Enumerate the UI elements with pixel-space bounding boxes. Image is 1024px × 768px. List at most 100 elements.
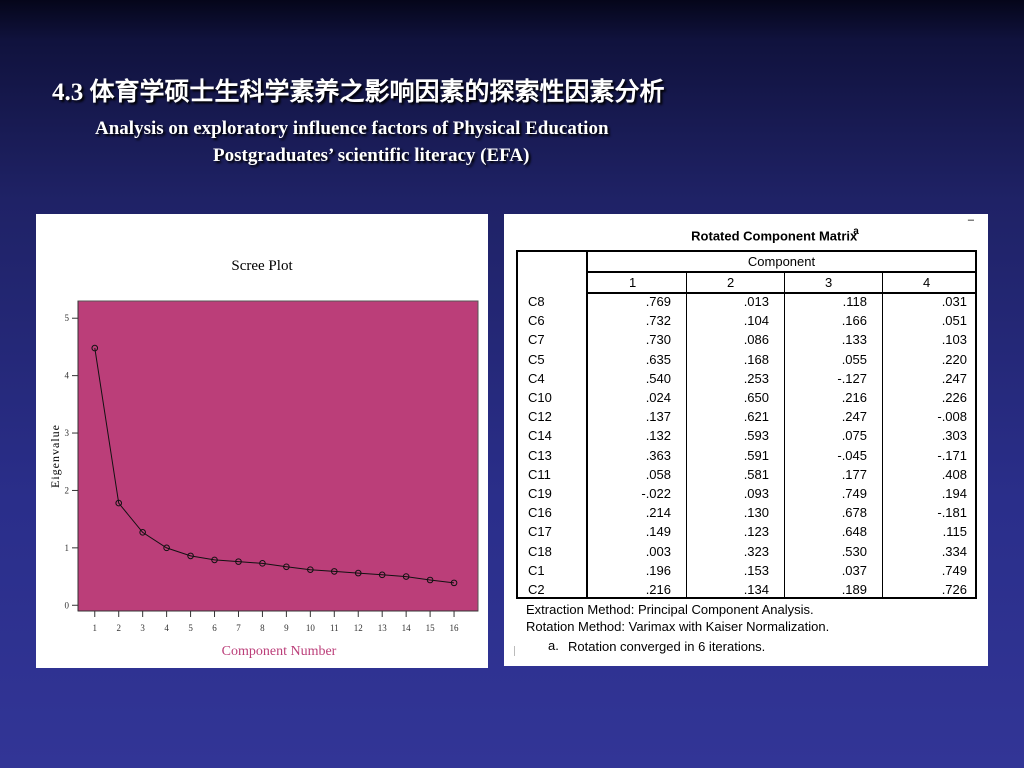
table-row: C10 .024 .650 .216 .226 [518, 388, 975, 407]
component-number-4: 4 [923, 275, 931, 290]
row-label: C11 [528, 466, 551, 482]
loading-cell: .749 [941, 562, 967, 578]
panel-edge-mark [514, 646, 515, 656]
row-label: C7 [528, 332, 545, 348]
loading-cell: .540 [645, 370, 671, 386]
component-number-2: 2 [727, 275, 735, 290]
loading-cell: .086 [743, 332, 769, 348]
x-tick-label: 7 [236, 623, 241, 633]
loading-cell: .132 [645, 428, 671, 444]
table-row: C5 .635 .168 .055 .220 [518, 350, 975, 369]
x-tick-label: 2 [116, 623, 121, 633]
component-number-3: 3 [825, 275, 833, 290]
row-label: C17 [528, 524, 552, 540]
table-row: C11 .058 .581 .177 .408 [518, 465, 975, 484]
table-row: C1 .196 .153 .037 .749 [518, 561, 975, 580]
loading-cell: .115 [942, 524, 967, 540]
loading-cell: .650 [743, 390, 769, 405]
row-label: C1 [528, 562, 545, 578]
table-row: C13 .363 .591 -.045 -.171 [518, 446, 975, 465]
data-point-marker [354, 569, 362, 577]
row-label: C18 [528, 543, 552, 559]
data-point-marker [307, 566, 314, 573]
row-label: C12 [528, 409, 552, 425]
loading-cell: .247 [941, 370, 967, 386]
table-row: C17 .149 .123 .648 .115 [518, 522, 975, 541]
data-point-marker [426, 576, 434, 584]
loading-cell: .581 [743, 466, 769, 482]
panel-dash-mark: – [967, 214, 974, 226]
loading-cell: .323 [743, 543, 769, 559]
x-axis-label: Component Number [222, 644, 337, 659]
loading-cell: .363 [645, 447, 671, 463]
loading-cell: .732 [645, 313, 671, 329]
row-label: C19 [528, 486, 552, 501]
x-tick-label: 5 [188, 623, 193, 633]
loading-cell: .037 [841, 562, 867, 578]
scree-plot-panel: Scree Plot 0 1 2 3 4 5 1 2 3 4 5 6 7 8 9 10 11 12 13 14 15 16… [36, 214, 488, 668]
table-row: C7 .730 .086 .133 .103 [518, 330, 975, 349]
column-divider [882, 273, 883, 597]
x-tick-label: 11 [330, 623, 339, 633]
data-point-marker [330, 568, 338, 575]
data-point-marker [115, 499, 123, 507]
table-row: C8 .769 .013 .118 .031 [518, 292, 975, 311]
loading-cell: .591 [743, 447, 769, 463]
rotation-method-note: Rotation Method: Varimax with Kaiser Nor… [526, 619, 830, 634]
loading-cell: .166 [841, 313, 867, 329]
loading-cell: .749 [841, 486, 867, 501]
x-tick-label: 14 [402, 623, 412, 633]
loading-cell: .189 [841, 582, 867, 597]
x-tick-label: 6 [212, 623, 217, 633]
loading-cell: -.008 [937, 409, 967, 425]
loading-cell: .220 [941, 351, 967, 367]
slide-title: 4.3 体育学硕士生科学素养之影响因素的探索性因素分析 [52, 79, 665, 106]
loading-cell: .075 [841, 428, 867, 444]
table-row: C6 .732 .104 .166 .051 [518, 311, 975, 330]
loading-cell: .149 [645, 524, 671, 540]
slide-subtitle-line2: Postgraduates’ scientific literacy (EFA) [213, 145, 530, 166]
data-point-marker [163, 544, 170, 552]
loading-cell: .024 [645, 390, 671, 405]
loading-cell: .635 [645, 351, 671, 367]
x-tick-label: 1 [93, 623, 98, 633]
loading-cell: -.022 [641, 486, 671, 501]
table-row: C18 .003 .323 .530 .334 [518, 542, 975, 561]
plot-area [77, 300, 479, 612]
row-label: C2 [528, 582, 545, 597]
component-number-header: 1 2 3 4 [588, 273, 975, 294]
loading-cell: .530 [841, 543, 867, 559]
component-number-1: 1 [629, 275, 637, 290]
row-label: C4 [528, 370, 545, 386]
loading-cell: .177 [841, 466, 867, 482]
loading-cell: -.127 [837, 370, 867, 386]
data-point-marker [139, 529, 146, 536]
matrix-title: Rotated Component Matrixa [504, 226, 1024, 244]
row-header-column [518, 252, 588, 597]
data-point-marker [283, 563, 290, 571]
x-tick-label: 4 [164, 623, 169, 633]
data-point-marker [378, 571, 386, 579]
y-tick-label: 3 [65, 428, 70, 438]
loading-cell: .123 [743, 524, 769, 540]
scree-plot-title: Scree Plot [231, 258, 293, 274]
table-row: C19 -.022 .093 .749 .194 [518, 484, 975, 503]
matrix-title-note: a [853, 226, 859, 237]
loading-cell: -.181 [937, 505, 967, 521]
data-point-marker [211, 556, 218, 564]
table-row: C16 .214 .130 .678 -.181 [518, 503, 975, 522]
loading-cell: .621 [743, 409, 769, 425]
y-tick-label: 5 [65, 313, 70, 323]
loading-cell: .769 [645, 294, 671, 309]
data-point-marker [450, 579, 458, 587]
loading-cell: .730 [645, 332, 671, 348]
loading-cell: .726 [941, 582, 967, 597]
x-tick-label: 8 [260, 623, 265, 633]
x-tick-label: 10 [306, 623, 316, 633]
matrix-title-text: Rotated Component Matrix [691, 228, 858, 244]
loading-cell: .247 [841, 409, 867, 425]
extraction-method-note: Extraction Method: Principal Component A… [526, 602, 814, 617]
row-label: C14 [528, 428, 552, 444]
loading-cell: .216 [645, 582, 671, 597]
